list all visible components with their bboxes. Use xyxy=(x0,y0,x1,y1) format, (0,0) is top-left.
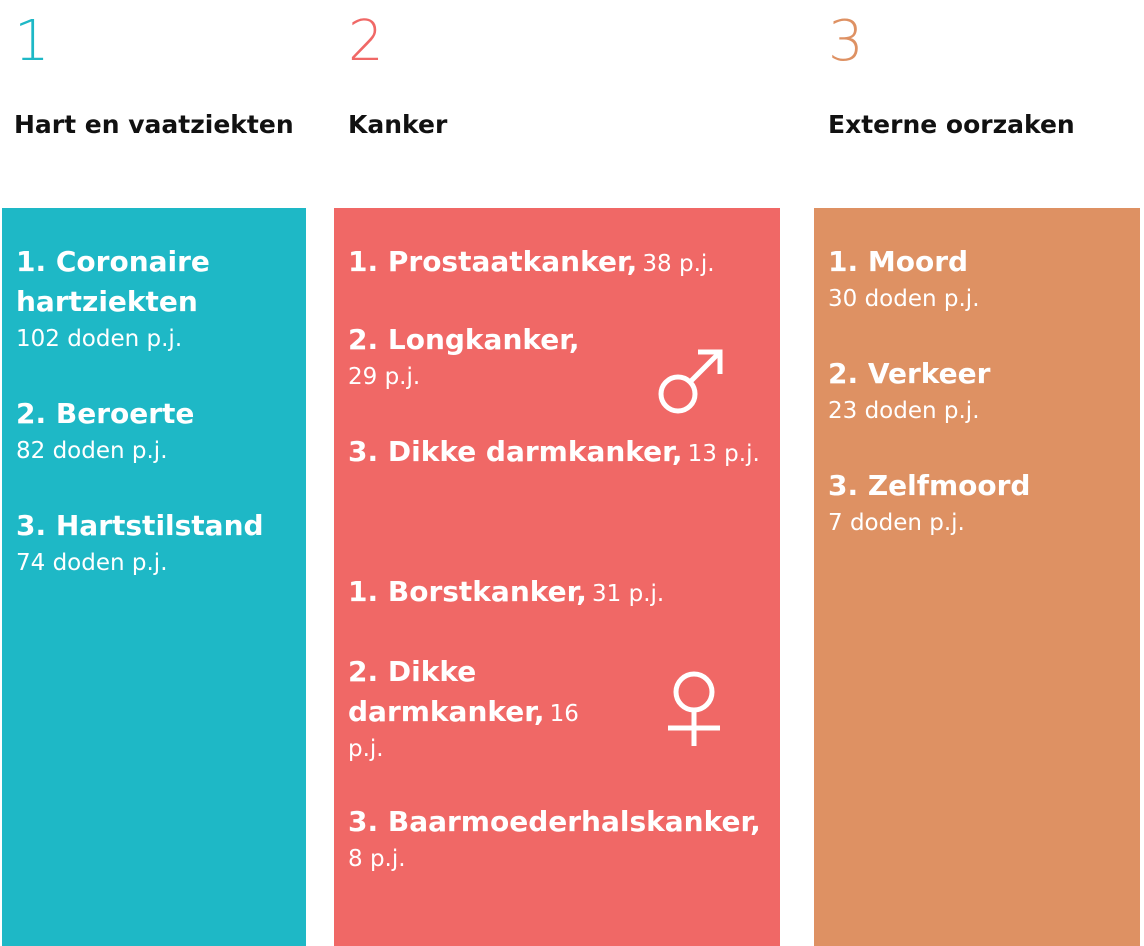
rank-number-1: 1 xyxy=(14,9,50,74)
item-name: 2. Longkanker, xyxy=(348,323,580,356)
item-value: 7 doden p.j. xyxy=(828,510,965,536)
list-item: 3. Baarmoederhalskanker, 8 p.j. xyxy=(348,802,761,876)
item-name: 3. Dikke darmkanker, xyxy=(348,435,683,468)
item-value: 31 p.j. xyxy=(592,581,665,607)
item-name: 3. Baarmoederhalskanker, xyxy=(348,805,761,838)
item-value: 8 p.j. xyxy=(348,846,406,872)
item-name: 2. Verkeer xyxy=(828,357,991,390)
item-name: darmkanker, xyxy=(348,695,545,728)
list-item: 2. Dikke darmkanker, 16 p.j. xyxy=(348,652,579,766)
column-title-heart: Hart en vaatziekten xyxy=(14,110,294,139)
list-item: 2. Verkeer 23 doden p.j. xyxy=(828,354,990,428)
list-item: 1. Borstkanker, 31 p.j. xyxy=(348,572,664,612)
item-name: 3. Zelfmoord xyxy=(828,469,1031,502)
list-item: 2. Beroerte 82 doden p.j. xyxy=(16,394,194,468)
list-item: 1. Moord 30 doden p.j. xyxy=(828,242,980,316)
item-value: 38 p.j. xyxy=(642,251,715,277)
list-item: 1. Coronaire hartziekten 102 doden p.j. xyxy=(16,242,210,356)
column-title-cancer: Kanker xyxy=(348,110,448,139)
column-title-external: Externe oorzaken xyxy=(828,110,1075,139)
item-name: hartziekten xyxy=(16,285,198,318)
item-name: 1. Borstkanker, xyxy=(348,575,587,608)
item-value: p.j. xyxy=(348,736,384,762)
male-symbol-icon xyxy=(658,349,723,414)
panel-external: 1. Moord 30 doden p.j. 2. Verkeer 23 dod… xyxy=(814,208,1140,946)
list-item: 3. Hartstilstand 74 doden p.j. xyxy=(16,506,264,580)
panel-heart: 1. Coronaire hartziekten 102 doden p.j. … xyxy=(2,208,306,946)
list-item: 2. Longkanker, 29 p.j. xyxy=(348,320,580,394)
item-name: 1. Prostaatkanker, xyxy=(348,245,638,278)
list-item: 3. Dikke darmkanker, 13 p.j. xyxy=(348,432,760,472)
item-value: 74 doden p.j. xyxy=(16,550,168,576)
rank-number-3: 3 xyxy=(828,9,864,74)
list-item: 1. Prostaatkanker, 38 p.j. xyxy=(348,242,715,282)
item-value: 30 doden p.j. xyxy=(828,286,980,312)
item-name: 1. Coronaire xyxy=(16,245,210,278)
item-value: 13 p.j. xyxy=(687,441,760,467)
panel-cancer: 1. Prostaatkanker, 38 p.j. 2. Longkanker… xyxy=(334,208,780,946)
item-value: 16 xyxy=(549,701,579,727)
item-value: 29 p.j. xyxy=(348,364,421,390)
item-name: 3. Hartstilstand xyxy=(16,509,264,542)
list-item: 3. Zelfmoord 7 doden p.j. xyxy=(828,466,1030,540)
item-name: 2. Beroerte xyxy=(16,397,195,430)
item-value: 82 doden p.j. xyxy=(16,438,168,464)
item-value: 23 doden p.j. xyxy=(828,398,980,424)
female-symbol-icon xyxy=(668,671,720,746)
rank-number-2: 2 xyxy=(348,9,384,74)
item-value: 102 doden p.j. xyxy=(16,326,183,352)
item-name: 2. Dikke xyxy=(348,655,477,688)
item-name: 1. Moord xyxy=(828,245,969,278)
